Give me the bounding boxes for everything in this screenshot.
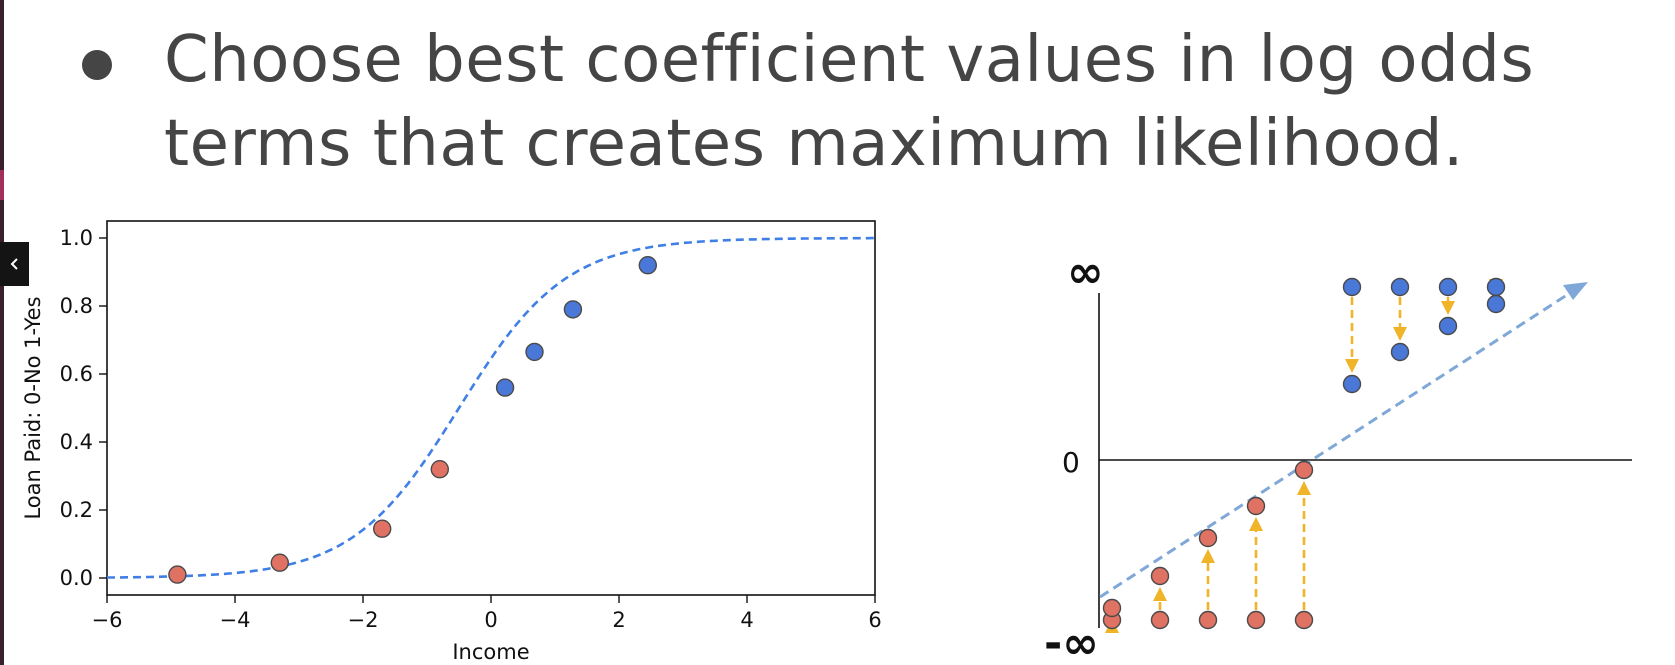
window-edge-accent: [0, 170, 4, 200]
neg-infinity-label: -∞: [1044, 618, 1099, 665]
y-axis-label: Loan Paid: 0-No 1-Yes: [21, 296, 45, 519]
y-tick-label: 0.6: [60, 362, 93, 386]
original-point-blue: [1486, 277, 1506, 297]
slide-title: Choose best coefficient values in log od…: [76, 18, 1656, 186]
data-points: [168, 256, 657, 584]
x-tick-label: 0: [484, 608, 497, 632]
y-tick-label: 0.8: [60, 294, 93, 318]
y-tick-label: 0.0: [60, 566, 93, 590]
projection-arrowhead: [1297, 481, 1311, 495]
plot-frame: [106, 220, 876, 596]
y-tick-label: 1.0: [60, 226, 93, 250]
chevron-left-icon: [10, 258, 18, 270]
projected-point-blue: [1342, 374, 1362, 394]
original-point-red: [1150, 610, 1170, 630]
collapse-button[interactable]: [0, 242, 29, 286]
title-line-1: Choose best coefficient values in log od…: [164, 23, 1535, 97]
data-point-blue: [563, 300, 583, 319]
projection-arrowhead: [1153, 587, 1167, 601]
zero-label: 0: [1062, 446, 1080, 479]
log-odds-line: [1099, 291, 1571, 599]
x-tick-label: 2: [612, 608, 625, 632]
window-left-edge: [0, 0, 4, 665]
projected-point-blue: [1390, 342, 1410, 362]
data-point-red: [168, 565, 187, 584]
x-axis-label: Income: [452, 640, 529, 664]
logistic-chart: −6 −4 −2 0 2 4 6 0.0 0.2 0.4 0.6 0.8 1.0 Income Loa…: [21, 220, 882, 664]
projected-point-blue: [1438, 316, 1458, 336]
data-point-red: [270, 553, 289, 572]
log-odds-arrowhead: [1563, 282, 1588, 300]
original-point-blue: [1390, 277, 1410, 297]
y-ticks: 0.0 0.2 0.4 0.6 0.8 1.0: [60, 226, 107, 590]
original-point-red: [1294, 610, 1314, 630]
original-point-blue: [1342, 277, 1362, 297]
data-point-blue: [638, 256, 657, 275]
original-point-red: [1198, 610, 1218, 630]
original-point-red: [1246, 610, 1266, 630]
x-tick-label: −6: [92, 608, 123, 632]
logistic-curve: [107, 236, 875, 579]
original-point-blue: [1438, 277, 1458, 297]
projected-point-blue: [1486, 294, 1506, 314]
projected-point-red: [1198, 528, 1218, 548]
projection-arrowhead: [1441, 301, 1455, 315]
log-odds-chart: ∞ 0 -∞: [1044, 247, 1632, 665]
infinity-label: ∞: [1067, 247, 1104, 298]
title-line-2: terms that creates maximum likelihood.: [164, 107, 1464, 181]
x-tick-label: 6: [868, 608, 881, 632]
projection-arrowhead: [1201, 549, 1215, 563]
projection-arrowhead: [1393, 327, 1407, 341]
x-tick-label: 4: [740, 608, 753, 632]
projected-point-red: [1102, 598, 1122, 618]
projected-point-red: [1246, 496, 1266, 516]
y-tick-label: 0.2: [60, 498, 93, 522]
y-tick-label: 0.4: [60, 430, 93, 454]
projection-arrowhead: [1345, 359, 1359, 373]
x-tick-label: −2: [348, 608, 379, 632]
projected-point-red: [1150, 566, 1170, 586]
bullet-point: [82, 50, 112, 80]
x-ticks: −6 −4 −2 0 2 4 6: [92, 595, 882, 632]
data-point-blue: [495, 378, 515, 397]
data-point-red: [373, 519, 392, 538]
projected-point-red: [1294, 460, 1314, 480]
data-point-blue: [525, 342, 544, 362]
projection-arrowhead: [1249, 517, 1263, 531]
x-tick-label: −4: [220, 608, 251, 632]
projected-points: [1102, 277, 1506, 630]
data-point-red: [430, 460, 449, 479]
